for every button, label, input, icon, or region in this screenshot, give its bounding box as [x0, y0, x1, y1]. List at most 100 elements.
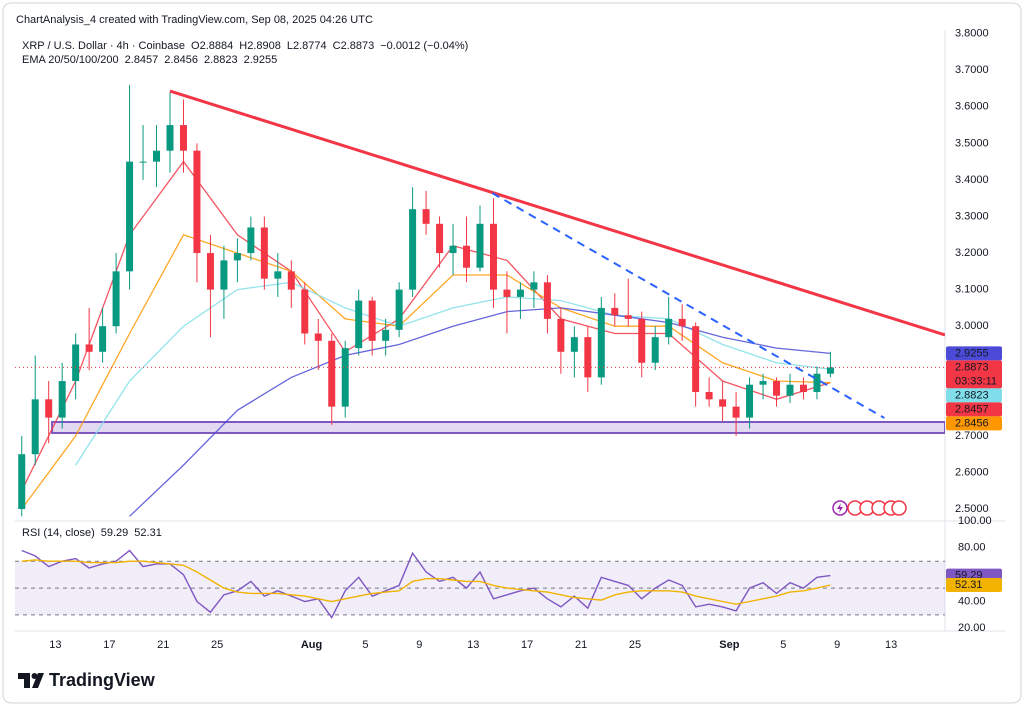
- candle-body: [247, 227, 255, 254]
- candle-body: [260, 227, 268, 279]
- candle-body: [719, 399, 727, 407]
- candle-body: [624, 315, 632, 319]
- x-tick-label: 5: [362, 639, 368, 651]
- rsi-legend: RSI (14, close): [22, 527, 95, 539]
- candle-body: [126, 161, 134, 272]
- candle-body: [476, 223, 484, 268]
- price-tag: [946, 402, 1002, 417]
- candle-body: [314, 333, 322, 341]
- candle-body: [99, 326, 107, 352]
- candle-body: [503, 289, 511, 297]
- x-tick-label: 9: [834, 639, 840, 651]
- ema-line: [75, 281, 831, 466]
- candle-body: [166, 125, 174, 151]
- rsi-value: 59.29: [101, 527, 129, 539]
- candle-body: [18, 454, 26, 510]
- candle-body: [489, 223, 497, 290]
- ohlc-value: 2.8884: [200, 40, 234, 52]
- candle-body: [786, 384, 794, 396]
- candle-body: [341, 348, 349, 407]
- candle-body: [665, 318, 673, 338]
- support-zone: [51, 421, 945, 434]
- candle-body: [179, 125, 187, 151]
- candle-body: [422, 209, 430, 224]
- price-tag: [946, 360, 1002, 389]
- rsi-tick-label: 100.00: [958, 515, 992, 527]
- candle-body: [112, 271, 120, 327]
- brand: TradingView: [49, 670, 156, 690]
- countdown: 03:33:11: [955, 375, 997, 387]
- x-tick-label: 21: [157, 639, 169, 651]
- candle-body: [746, 384, 754, 418]
- x-tick-label: 9: [416, 639, 422, 651]
- candle-body: [638, 318, 646, 363]
- y-tick-label: 3.5000: [955, 137, 989, 149]
- candle-body: [530, 282, 538, 290]
- price-tag-label: 2.9255: [955, 347, 989, 359]
- credit: ChartAnalysis_4 created with TradingView…: [16, 14, 373, 26]
- y-tick-label: 2.6000: [955, 466, 989, 478]
- trend-line: [491, 192, 885, 419]
- candle-body: [543, 282, 551, 319]
- y-tick-label: 3.4000: [955, 174, 989, 186]
- rsi-value: 52.31: [134, 527, 162, 539]
- candle-body: [705, 392, 713, 400]
- candle-body: [355, 300, 363, 349]
- ema-value: 2.8823: [204, 54, 238, 66]
- x-tick-label: 13: [467, 639, 479, 651]
- candle-body: [193, 150, 201, 254]
- price-tag-label: 2.8823: [955, 389, 989, 401]
- candle-body: [139, 161, 147, 163]
- candle-body: [206, 253, 214, 290]
- candle-body: [678, 318, 686, 327]
- candle-body: [45, 399, 53, 418]
- event-icons: [832, 500, 907, 516]
- ohlc-value: 2.8908: [247, 40, 281, 52]
- x-tick-label: 21: [575, 639, 587, 651]
- y-tick-label: 3.7000: [955, 64, 989, 76]
- y-tick-label: 3.1000: [955, 284, 989, 296]
- x-tick-label: 13: [885, 639, 897, 651]
- main-pane: [15, 84, 945, 517]
- ohlc-value: 2.8873: [341, 40, 375, 52]
- rsi-tick-label: 80.00: [958, 542, 986, 554]
- ema-legend: EMA 20/50/100/200: [22, 54, 119, 66]
- trend-line: [169, 89, 945, 337]
- candle-body: [220, 260, 228, 290]
- x-tick-label: 5: [780, 639, 786, 651]
- ohlc-label: L: [287, 40, 293, 52]
- candle-body: [449, 245, 457, 254]
- candle-body: [436, 223, 444, 254]
- candle-body: [651, 337, 659, 363]
- candle-body: [597, 307, 605, 378]
- price-tag: [946, 416, 1002, 431]
- y-tick-label: 3.8000: [955, 28, 989, 40]
- rsi-tag: [946, 577, 1002, 592]
- rsi-line: [21, 559, 831, 605]
- rsi-tag-label: 52.31: [955, 579, 983, 591]
- y-tick-label: 3.6000: [955, 101, 989, 113]
- candle-body: [826, 367, 834, 374]
- candle-body: [799, 384, 807, 393]
- rsi-line: [21, 549, 831, 619]
- candle-body: [395, 289, 403, 330]
- x-tick-label: 13: [49, 639, 61, 651]
- x-tick-label: Aug: [301, 639, 322, 651]
- candle-body: [233, 253, 241, 261]
- overlay: 3.8000 3.7000 3.6000 3.5000 3.4000 3.3000 3.20…: [22, 28, 1002, 651]
- x-tick-label: 25: [629, 639, 641, 651]
- candle-body: [85, 344, 93, 352]
- x-tick-label: 17: [103, 639, 115, 651]
- x-tick-label: 17: [521, 639, 533, 651]
- y-tick-label: 3.0000: [955, 320, 989, 332]
- candle-body: [557, 318, 565, 352]
- candle-body: [516, 289, 524, 297]
- candle-body: [368, 300, 376, 341]
- candle-body: [732, 406, 740, 418]
- rsi-pane: [15, 549, 945, 619]
- candle-body: [58, 381, 66, 418]
- ohlc-value: 2.8774: [293, 40, 327, 52]
